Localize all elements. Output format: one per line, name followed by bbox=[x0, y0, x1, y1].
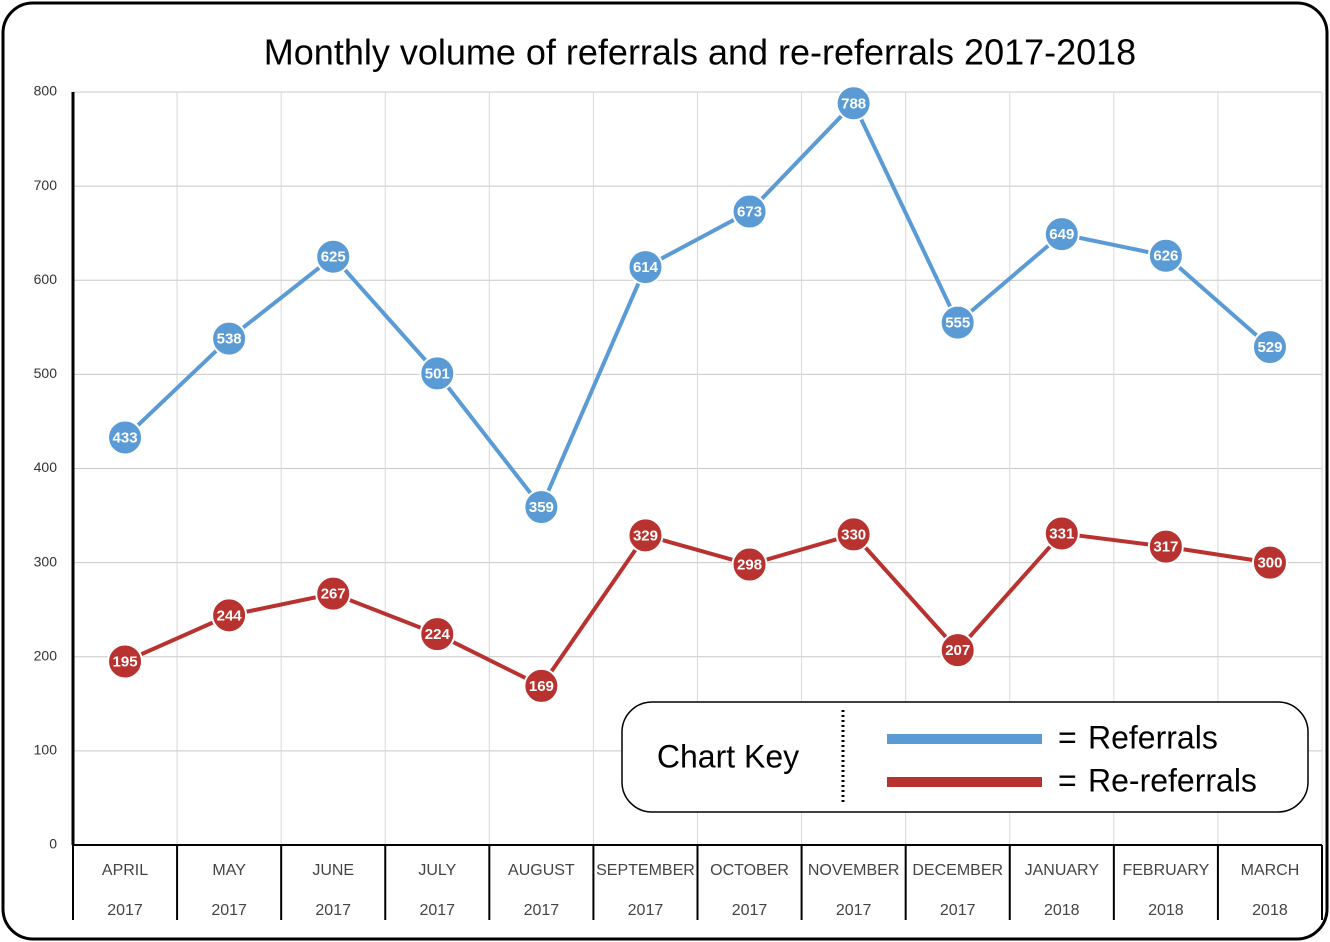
grid bbox=[71, 91, 1323, 920]
point bbox=[315, 238, 352, 275]
legend: Chart Key = Referrals = Re-referrals bbox=[621, 701, 1309, 813]
x-tick-label-year: 2017 bbox=[628, 902, 664, 919]
data-label: 538 bbox=[217, 331, 242, 348]
data-label: 614 bbox=[633, 259, 659, 276]
legend-label: Referrals bbox=[1088, 719, 1218, 755]
x-tick-label-year: 2018 bbox=[1044, 902, 1080, 919]
data-label: 673 bbox=[737, 204, 762, 221]
point bbox=[211, 597, 248, 634]
x-tick-label: JUNE bbox=[312, 862, 354, 879]
y-tick-label: 600 bbox=[34, 271, 58, 287]
data-label: 625 bbox=[321, 249, 346, 266]
point bbox=[1043, 515, 1080, 552]
point bbox=[1147, 237, 1184, 274]
x-tick-label: OCTOBER bbox=[710, 862, 789, 879]
y-tick-label: 400 bbox=[34, 459, 58, 475]
point bbox=[107, 419, 144, 456]
x-tick-label-year: 2018 bbox=[1148, 902, 1184, 919]
y-tick-label: 300 bbox=[34, 553, 58, 569]
point bbox=[731, 546, 768, 583]
point bbox=[523, 489, 560, 526]
x-tick-label-year: 2017 bbox=[315, 902, 351, 919]
x-tick-label: DECEMBER bbox=[912, 862, 1003, 879]
point bbox=[107, 643, 144, 680]
x-tick-label: FEBRUARY bbox=[1122, 862, 1209, 879]
data-label: 649 bbox=[1049, 226, 1074, 243]
x-tick-label-year: 2017 bbox=[107, 902, 143, 919]
point bbox=[1147, 528, 1184, 565]
point bbox=[835, 85, 872, 122]
point bbox=[419, 355, 456, 392]
point bbox=[1251, 329, 1288, 366]
data-label: 195 bbox=[113, 653, 138, 670]
y-tick-label: 200 bbox=[34, 647, 58, 663]
plot: 433 538 625 501 359 614 673 788 555 649 626 529 195 2… bbox=[107, 85, 1288, 704]
point bbox=[1251, 544, 1288, 581]
point bbox=[835, 516, 872, 553]
point bbox=[731, 193, 768, 230]
point bbox=[211, 320, 248, 357]
data-label: 788 bbox=[841, 95, 866, 112]
point bbox=[315, 575, 352, 612]
point bbox=[627, 517, 664, 554]
x-tick-label-year: 2018 bbox=[1252, 902, 1288, 919]
legend-title: Chart Key bbox=[657, 738, 799, 774]
y-tick-label: 0 bbox=[49, 836, 57, 852]
legend-separator: = bbox=[1058, 719, 1077, 755]
legend-label: Re-referrals bbox=[1088, 762, 1257, 798]
data-label: 267 bbox=[321, 586, 346, 603]
data-label: 298 bbox=[737, 556, 762, 573]
x-tick-label-year: 2017 bbox=[211, 902, 247, 919]
x-tick-label: JULY bbox=[418, 862, 456, 879]
data-label: 359 bbox=[529, 499, 554, 516]
y-tick-label: 700 bbox=[34, 177, 58, 193]
data-label: 224 bbox=[425, 626, 451, 643]
data-label: 626 bbox=[1153, 248, 1178, 265]
x-tick-label: APRIL bbox=[102, 862, 148, 879]
x-tick-label: JANUARY bbox=[1025, 862, 1100, 879]
data-label: 433 bbox=[113, 429, 138, 446]
point bbox=[627, 249, 664, 286]
data-label: 169 bbox=[529, 678, 554, 695]
x-tick-label-year: 2017 bbox=[524, 902, 560, 919]
x-tick-label: NOVEMBER bbox=[808, 862, 900, 879]
data-label: 317 bbox=[1153, 539, 1178, 556]
x-tick-label: AUGUST bbox=[508, 862, 575, 879]
x-tick-label-year: 2017 bbox=[732, 902, 768, 919]
legend-separator: = bbox=[1058, 762, 1077, 798]
data-label: 555 bbox=[945, 315, 970, 332]
point bbox=[1043, 216, 1080, 253]
y-tick-label: 800 bbox=[34, 83, 58, 99]
x-tick-label: MARCH bbox=[1241, 862, 1300, 879]
legend-box bbox=[621, 701, 1309, 813]
x-tick-label-year: 2017 bbox=[419, 902, 455, 919]
data-label: 329 bbox=[633, 527, 658, 544]
point bbox=[939, 632, 976, 669]
y-tick-label: 100 bbox=[34, 742, 58, 758]
point bbox=[419, 616, 456, 653]
x-tick-label: MAY bbox=[212, 862, 246, 879]
data-label: 244 bbox=[217, 607, 243, 624]
point bbox=[939, 304, 976, 341]
chart-title: Monthly volume of referrals and re-refer… bbox=[264, 32, 1136, 73]
data-label: 501 bbox=[425, 365, 450, 382]
x-tick-label-year: 2017 bbox=[940, 902, 976, 919]
data-label: 331 bbox=[1049, 525, 1074, 542]
data-label: 207 bbox=[945, 642, 970, 659]
data-label: 300 bbox=[1257, 555, 1282, 572]
x-tick-label: SEPTEMBER bbox=[596, 862, 695, 879]
x-tick-label-year: 2017 bbox=[836, 902, 872, 919]
data-label: 330 bbox=[841, 526, 866, 543]
y-tick-label: 500 bbox=[34, 365, 58, 381]
point bbox=[523, 667, 560, 704]
data-label: 529 bbox=[1257, 339, 1282, 356]
